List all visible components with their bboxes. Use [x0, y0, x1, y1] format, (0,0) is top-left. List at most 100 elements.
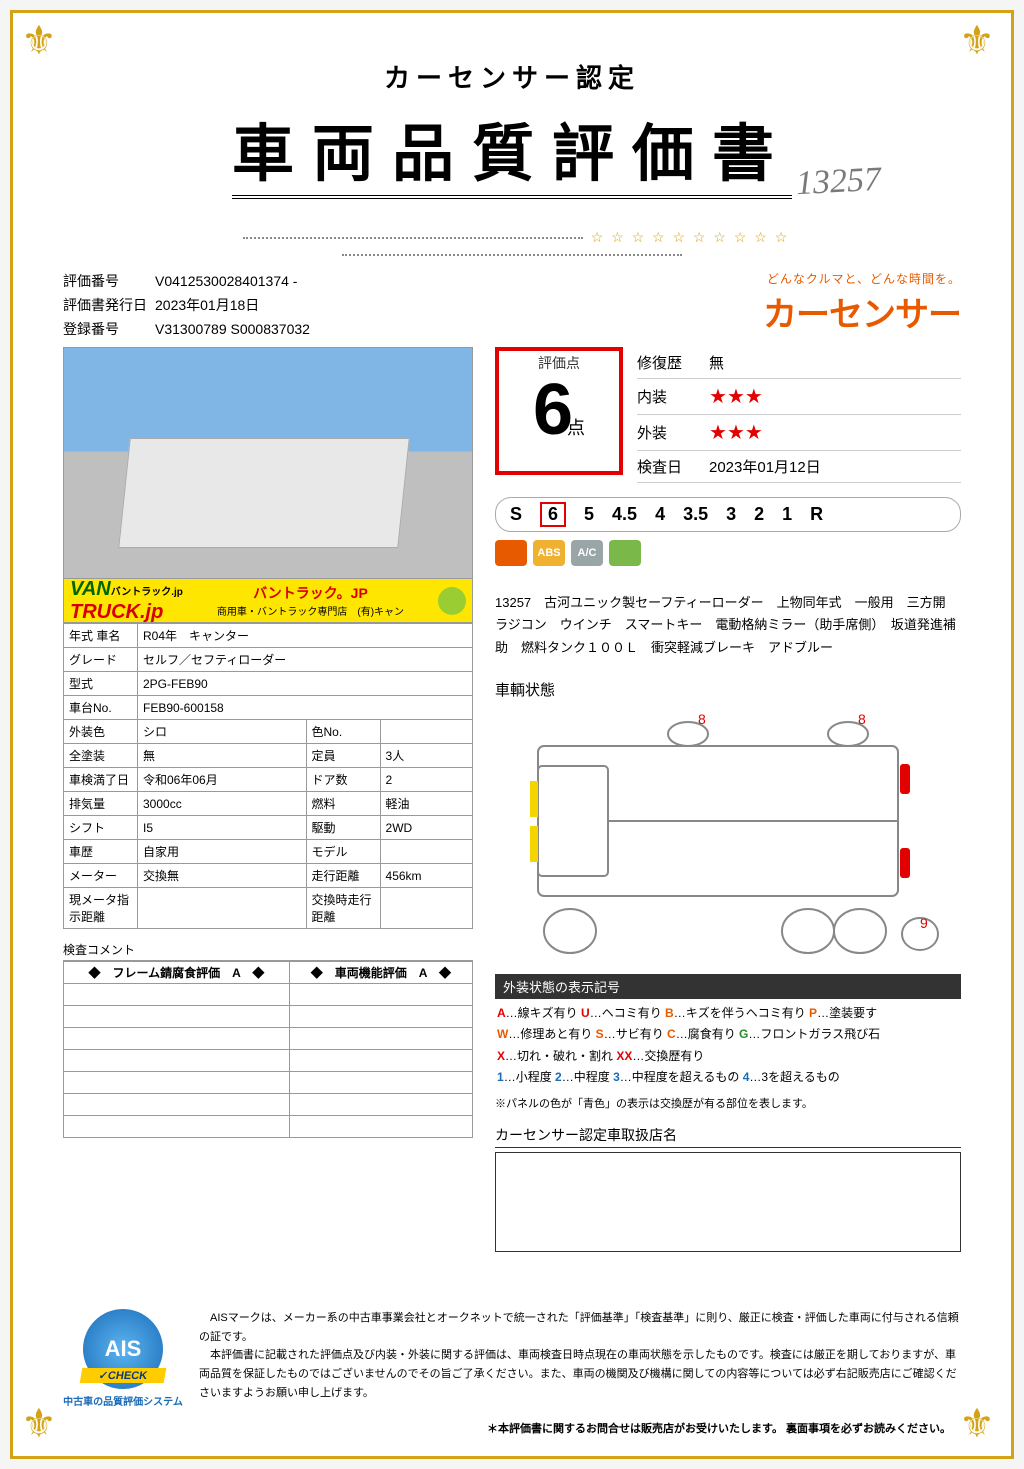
spec-table: 年式 車名R04年 キャンターグレードセルフ／セフティローダー型式2PG-FEB… [63, 623, 473, 929]
scale-item: 6 [540, 502, 566, 527]
eval-date-value: 2023年01月18日 [155, 294, 259, 318]
legend-header: 外装状態の表示記号 [495, 974, 961, 999]
ais-ribbon: ✓CHECK [80, 1368, 167, 1383]
right-column: 評価点 6点 修復歴無内装★★★外装★★★検査日2023年01月12日 S654… [495, 347, 961, 1252]
brand-logo: カーセンサー [763, 287, 961, 336]
spec-label: メーター [64, 864, 138, 888]
diagram-label: 車輌状態 [495, 679, 961, 700]
ais-block: AIS ✓CHECK 中古車の品質評価システム [63, 1309, 183, 1408]
lime-icon [438, 587, 466, 615]
spec-label: シフト [64, 816, 138, 840]
corner-ornament: ⚜ [21, 1404, 65, 1448]
certificate-page: ⚜ ⚜ ⚜ ⚜ カーセンサー認定 車両品質評価書 13257 ☆ ☆ ☆ ☆ ☆… [10, 10, 1014, 1459]
diagram-svg: 889 [495, 706, 961, 956]
spec-value: シロ [138, 720, 307, 744]
frame-eval-header: ◆ フレーム錆腐食評価 A ◆ [64, 962, 290, 984]
reg-num-value: V31300789 S000837032 [155, 318, 310, 342]
legend-note: ※パネルの色が「青色」の表示は交換歴が有る部位を表します。 [495, 1095, 961, 1111]
scale-item: 3.5 [683, 504, 708, 525]
feature-badge [609, 540, 641, 566]
spec-value [380, 888, 472, 929]
score-row: 評価点 6点 修復歴無内装★★★外装★★★検査日2023年01月12日 [495, 347, 961, 483]
spec-value: R04年 キャンター [138, 624, 473, 648]
handwritten-number: 13257 [795, 161, 882, 203]
spec-value: 3000cc [138, 792, 307, 816]
truck-shape [118, 438, 410, 548]
spec-label: 全塗装 [64, 744, 138, 768]
score-detail-value: 無 [709, 352, 724, 373]
scale-item: 3 [726, 504, 736, 525]
spec-label: 車検満了日 [64, 768, 138, 792]
spec-value [380, 720, 472, 744]
spec-label: 排気量 [64, 792, 138, 816]
spec-label: 定員 [306, 744, 380, 768]
spec-value: I5 [138, 816, 307, 840]
corner-ornament: ⚜ [959, 21, 1003, 65]
spec-label: 色No. [306, 720, 380, 744]
star-icon: ★ [709, 422, 727, 444]
brand-tagline: どんなクルマと、どんな時間を。 [763, 270, 961, 287]
star-divider: ☆ ☆ ☆ ☆ ☆ ☆ ☆ ☆ ☆ ☆ [63, 229, 961, 262]
eval-date-label: 評価書発行日 [63, 294, 155, 318]
scale-item: 1 [782, 504, 792, 525]
spec-value: 2 [380, 768, 472, 792]
eval-num-value: V0412530028401374 - [155, 270, 297, 294]
inspection-comment-label: 検査コメント [63, 939, 473, 961]
spec-label: ドア数 [306, 768, 380, 792]
spec-value: FEB90-600158 [138, 696, 473, 720]
header-row: 評価番号V0412530028401374 - 評価書発行日2023年01月18… [63, 270, 961, 341]
spec-label: 外装色 [64, 720, 138, 744]
score-box: 評価点 6点 [495, 347, 623, 475]
score-detail-value: 2023年01月12日 [709, 456, 821, 477]
vehicle-diagram: 889 [495, 706, 961, 956]
dealer-box [495, 1152, 961, 1252]
spec-value: 交換無 [138, 864, 307, 888]
evaluation-info: 評価番号V0412530028401374 - 評価書発行日2023年01月18… [63, 270, 310, 341]
feature-badge: A/C [571, 540, 603, 566]
spec-label: 駆動 [306, 816, 380, 840]
star-icon: ★ [709, 386, 727, 408]
spec-value: 軽油 [380, 792, 472, 816]
left-column: VANバントラック.jpTRUCK.jp バントラック。JP 商用車・バントラッ… [63, 347, 473, 1252]
main-title: 車両品質評価書 [232, 103, 792, 199]
star-icon: ★ [727, 422, 745, 444]
banner-jp: バントラック。JP [217, 583, 404, 603]
spec-label: 車台No. [64, 696, 138, 720]
spec-value: 456km [380, 864, 472, 888]
scale-item: 4.5 [612, 504, 637, 525]
spec-label: 燃料 [306, 792, 380, 816]
spec-value: 令和06年06月 [138, 768, 307, 792]
spec-value: 3人 [380, 744, 472, 768]
spec-label: 車歴 [64, 840, 138, 864]
vantruck-logo: VANバントラック.jpTRUCK.jp [70, 578, 183, 624]
spec-value [138, 888, 307, 929]
spec-label: 型式 [64, 672, 138, 696]
spec-value: 2WD [380, 816, 472, 840]
spec-value: 自家用 [138, 840, 307, 864]
star-icon: ★ [745, 422, 763, 444]
spec-value [380, 840, 472, 864]
subtitle: カーセンサー認定 [63, 58, 961, 95]
photo-banner: VANバントラック.jpTRUCK.jp バントラック。JP 商用車・バントラッ… [63, 579, 473, 623]
scale-item: 5 [584, 504, 594, 525]
reg-num-label: 登録番号 [63, 318, 155, 342]
feature-badges: ABSA/C [495, 540, 961, 566]
function-eval-header: ◆ 車両機能評価 A ◆ [289, 962, 472, 984]
score-detail-label: 修復歴 [637, 352, 709, 373]
feature-badge [495, 540, 527, 566]
spec-value: 2PG-FEB90 [138, 672, 473, 696]
main-columns: VANバントラック.jpTRUCK.jp バントラック。JP 商用車・バントラッ… [63, 347, 961, 1252]
scale-item: S [510, 504, 522, 525]
bottom-section: AIS ✓CHECK 中古車の品質評価システム AISマークは、メーカー系の中古… [63, 1309, 961, 1408]
score-detail-label: 内装 [637, 386, 709, 407]
footer-note: ＊本評価書に関するお問合せは販売店がお受けいたします。 裏面事項を必ずお読みくだ… [487, 1420, 951, 1436]
brand-block: どんなクルマと、どんな時間を。 カーセンサー [763, 270, 961, 336]
dealer-label: カーセンサー認定車取扱店名 [495, 1125, 961, 1148]
spec-label: 走行距離 [306, 864, 380, 888]
score-points-suffix: 点 [567, 414, 585, 440]
svg-text:8: 8 [698, 711, 706, 727]
vehicle-photo [63, 347, 473, 579]
spec-value: 無 [138, 744, 307, 768]
ais-text: AISマークは、メーカー系の中古車事業会社とオークネットで統一された「評価基準」… [199, 1309, 961, 1402]
corner-ornament: ⚜ [959, 1404, 1003, 1448]
